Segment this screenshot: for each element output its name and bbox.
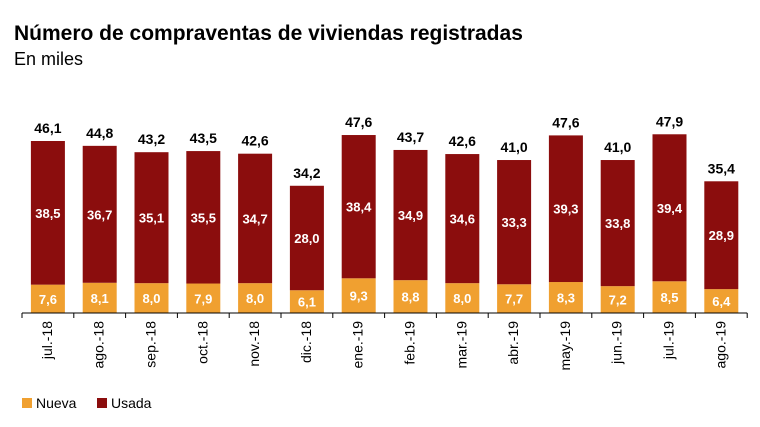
bar-usada [600, 160, 635, 287]
data-label-usada: 35,5 [191, 210, 216, 225]
data-label-usada: 39,4 [657, 201, 683, 216]
x-tick-label: feb.-19 [402, 321, 418, 365]
x-tick-label: mar.-19 [453, 321, 469, 369]
bar-usada [497, 160, 532, 285]
bar-nueva [238, 283, 273, 313]
legend-item-usada: Usada [97, 395, 151, 411]
legend-swatch-nueva [22, 398, 32, 408]
data-label-nueva: 8,0 [453, 291, 471, 306]
data-label-total: 34,2 [293, 165, 320, 181]
data-label-nueva: 7,9 [194, 291, 212, 306]
data-label-total: 47,6 [552, 114, 579, 130]
bar-nueva [652, 281, 687, 313]
bar-usada [289, 185, 324, 291]
bar-nueva [82, 282, 117, 313]
bar-nueva [289, 290, 324, 313]
bar-nueva [186, 283, 221, 313]
x-tick-label: ago.-19 [712, 321, 728, 369]
bar-usada [238, 153, 273, 284]
legend-label-usada: Usada [111, 395, 152, 411]
data-label-total: 35,4 [708, 160, 735, 176]
data-label-usada: 34,6 [450, 212, 475, 227]
data-label-usada: 28,9 [709, 228, 734, 243]
bar-usada [30, 141, 65, 285]
bar-usada [82, 145, 117, 283]
x-tick-label: ene.-19 [350, 321, 366, 369]
bar-usada [341, 135, 376, 279]
data-label-total: 43,2 [138, 131, 165, 147]
bar-nueva [548, 282, 583, 313]
data-label-nueva: 7,7 [505, 292, 523, 307]
x-tick-label: jun.-19 [609, 321, 625, 365]
x-tick-label: jul.-18 [39, 321, 55, 360]
data-label-nueva: 7,2 [609, 293, 627, 308]
bar-usada [393, 149, 428, 281]
chart-subtitle: En miles [14, 49, 84, 69]
data-label-usada: 38,4 [346, 200, 372, 215]
data-label-usada: 35,1 [139, 211, 164, 226]
bar-nueva [393, 280, 428, 313]
bar-nueva [704, 289, 739, 313]
bar-usada [652, 134, 687, 282]
data-label-total: 47,6 [345, 114, 372, 130]
data-label-usada: 39,3 [553, 202, 578, 217]
data-label-usada: 38,5 [35, 206, 60, 221]
data-label-total: 41,0 [500, 139, 527, 155]
data-label-nueva: 8,0 [142, 291, 160, 306]
data-label-nueva: 8,0 [246, 291, 264, 306]
chart-title: Número de compraventas de viviendas regi… [14, 22, 523, 45]
data-label-nueva: 8,1 [91, 291, 109, 306]
data-label-usada: 34,7 [242, 211, 267, 226]
x-tick-label: sep.-18 [143, 321, 159, 368]
legend-item-nueva: Nueva [22, 395, 76, 411]
bar-nueva [600, 286, 635, 313]
bar-usada [548, 135, 583, 283]
x-tick-label: ago.-18 [91, 321, 107, 369]
x-tick-label: abr.-19 [505, 321, 521, 365]
bar-usada [445, 154, 480, 284]
data-label-nueva: 6,4 [712, 294, 731, 309]
bar-usada [704, 181, 739, 290]
data-label-total: 47,9 [656, 113, 683, 129]
data-label-nueva: 9,3 [350, 289, 368, 304]
data-label-nueva: 8,3 [557, 291, 575, 306]
bar-nueva [134, 283, 169, 313]
legend-swatch-usada [97, 398, 107, 408]
data-label-nueva: 6,1 [298, 295, 316, 310]
bar-usada [134, 152, 169, 284]
x-tick-label: nov.-18 [246, 321, 262, 367]
bar-nueva [445, 283, 480, 313]
data-label-usada: 34,9 [398, 208, 423, 223]
data-label-total: 41,0 [604, 139, 631, 155]
data-label-total: 46,1 [34, 120, 61, 136]
data-label-nueva: 7,6 [39, 292, 57, 307]
x-tick-label: oct.-18 [194, 321, 210, 364]
data-label-usada: 28,0 [294, 231, 319, 246]
x-tick-label: jul.-19 [661, 321, 677, 360]
x-tick-label: may.-19 [557, 321, 573, 371]
data-label-total: 42,6 [241, 133, 268, 149]
bar-nueva [497, 284, 532, 313]
data-label-nueva: 8,8 [401, 290, 419, 305]
bar-usada [186, 151, 221, 284]
data-label-nueva: 8,5 [660, 290, 678, 305]
data-label-total: 43,7 [397, 129, 424, 145]
data-label-total: 44,8 [86, 125, 113, 141]
bar-nueva [30, 284, 65, 313]
legend-label-nueva: Nueva [36, 395, 77, 411]
x-tick-label: dic.-18 [298, 321, 314, 363]
data-label-usada: 36,7 [87, 207, 112, 222]
data-label-total: 42,6 [449, 133, 476, 149]
data-label-usada: 33,3 [501, 215, 526, 230]
data-label-total: 43,5 [190, 130, 217, 146]
data-label-usada: 33,8 [605, 216, 630, 231]
bar-nueva [341, 278, 376, 313]
